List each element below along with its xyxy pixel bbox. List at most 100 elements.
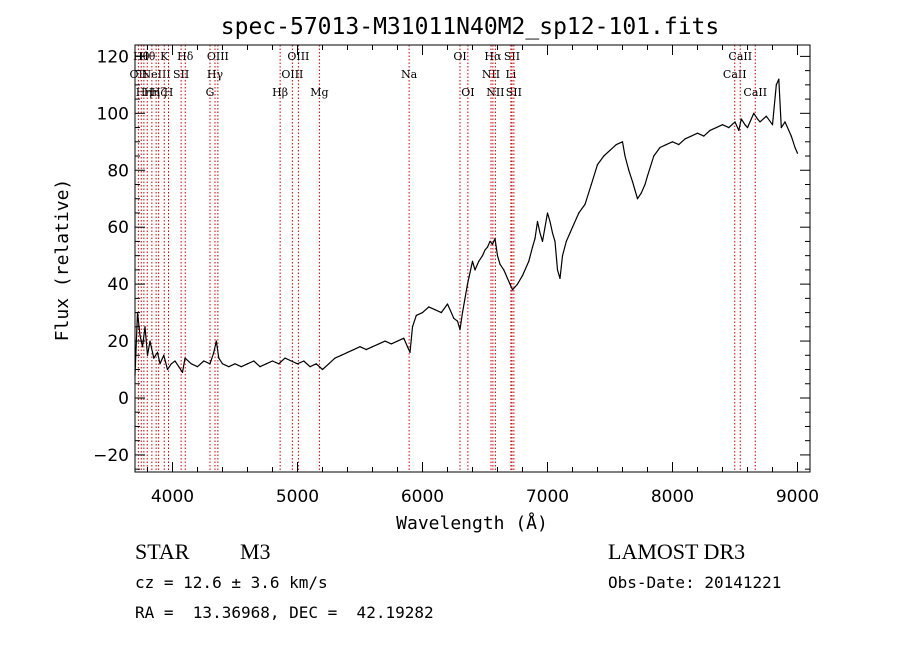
line-marker-label: SII [173, 68, 189, 81]
x-tick-label: 7000 [526, 487, 569, 507]
spectrum-point [738, 129, 740, 131]
spectrum-point [215, 340, 217, 342]
spectrum-point [584, 203, 586, 205]
line-marker-label: Li [505, 68, 516, 81]
spectrum-point [509, 283, 511, 285]
spectrum-point [715, 127, 717, 129]
spectrum-point [609, 149, 611, 151]
spectrum-point [409, 351, 411, 353]
spectrum-point [240, 366, 242, 368]
spectrum-point [456, 320, 459, 322]
x-tick-label: 4000 [151, 487, 194, 507]
spectrum-point [265, 363, 267, 365]
y-tick-label: 60 [107, 218, 129, 238]
line-marker-label: Hγ [207, 68, 224, 81]
spectrum-point [459, 329, 461, 331]
spectrum-point [415, 314, 417, 316]
line-marker-label: OIII [281, 68, 303, 81]
spectrum-point [484, 249, 486, 251]
x-tick-label: 8000 [651, 487, 694, 507]
spectrum-point [184, 357, 186, 359]
line-marker-label: OII [130, 68, 148, 81]
spectrum-point [721, 124, 724, 126]
line-marker-label: Hη [136, 86, 152, 99]
spectrum-point [771, 124, 774, 126]
spectrum-point [536, 220, 539, 223]
spectrum-point [461, 312, 464, 314]
spectrum-point [514, 286, 516, 288]
spectrum-point [284, 357, 286, 359]
line-marker-label: H [164, 86, 174, 99]
spectrum-point [434, 309, 436, 311]
spectrum-point [421, 312, 424, 314]
spectrum-point [615, 144, 617, 146]
line-marker-label: Na [401, 68, 418, 81]
spectrum-point [259, 366, 261, 368]
line-marker-label: OIII [207, 50, 229, 63]
spectrum-point [646, 175, 649, 177]
y-tick-label: 40 [107, 275, 129, 295]
spectrum-point [696, 132, 699, 134]
x-tick-label: 6000 [401, 487, 444, 507]
spectrum-point [396, 340, 399, 342]
spectrum-point [489, 240, 491, 242]
spectrum-point [486, 246, 489, 248]
line-marker-label: Mg [310, 86, 328, 99]
spectrum-point [565, 240, 567, 242]
spectrum-point [474, 269, 476, 271]
spectrum-point [403, 337, 405, 339]
spectrum-point [561, 255, 564, 257]
line-marker-label: OIII [287, 50, 309, 63]
spectrum-point [278, 363, 280, 365]
spectrum-point [796, 152, 799, 154]
spectrum-point [780, 127, 782, 129]
spectrum-point [631, 181, 634, 183]
line-marker-label: Hη [144, 86, 160, 99]
spectrum-point [390, 343, 392, 345]
spectrum-point [511, 289, 514, 291]
coordinates: RA = 13.36968, DEC = 42.19282 [135, 603, 434, 622]
spectrum-point [556, 269, 559, 271]
spectrum-point [309, 366, 311, 368]
spectrum-point [644, 183, 646, 186]
spectrum-point [466, 283, 469, 285]
spectrum-point [640, 192, 642, 194]
y-tick-label: 120 [97, 47, 129, 67]
spectrum-point [531, 246, 534, 248]
line-marker-label: CaII [743, 86, 767, 99]
spectrum-point [246, 363, 249, 365]
spectrum-point [756, 118, 759, 120]
spectrum-point [740, 118, 742, 120]
spectrum-point [406, 346, 409, 348]
spectrum-point [624, 155, 626, 157]
spectrum-point [234, 363, 236, 365]
spectrum-point [174, 360, 176, 362]
spectrum-point [365, 349, 367, 351]
line-marker-label: SII [506, 86, 522, 99]
spectrum-point [621, 141, 624, 143]
y-axis-label: Flux (relative) [52, 179, 73, 342]
spectrum-point [734, 121, 736, 123]
spectrum-point [321, 368, 324, 371]
spectrum-point [170, 363, 172, 365]
spectrum-point [596, 164, 599, 166]
spectrum-point [303, 360, 305, 362]
spectrum-point [146, 354, 149, 356]
spectrum-point [453, 317, 455, 319]
spectrum-point [271, 360, 274, 362]
spectrum-point [709, 129, 711, 131]
line-marker-label: G [206, 86, 215, 99]
x-axis-label: Wavelength (Å) [396, 512, 548, 534]
spectrum-point [684, 138, 686, 140]
spectrum-point [765, 115, 767, 117]
spectrum-point [503, 269, 505, 271]
spectrum-point [213, 351, 215, 353]
spectrum-point [346, 351, 349, 353]
spectrum-point [521, 275, 524, 277]
spectrum-point [703, 135, 705, 137]
spectrum-point [371, 346, 374, 348]
spectrum-point [384, 340, 386, 342]
spectrum-point [499, 263, 501, 265]
y-tick-label: −20 [93, 446, 129, 466]
